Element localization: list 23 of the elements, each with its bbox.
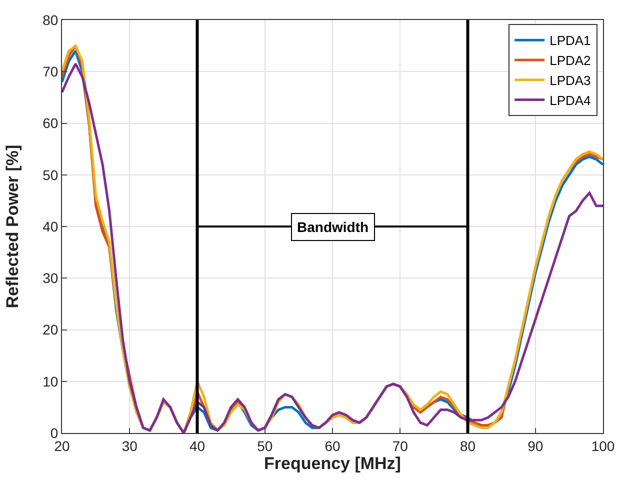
x-tick-label: 90 — [528, 438, 544, 454]
legend-label: LPDA3 — [550, 72, 591, 88]
x-tick-label: 100 — [591, 438, 615, 454]
y-axis-title: Reflected Power [%] — [3, 144, 22, 308]
legend-label: LPDA1 — [550, 33, 591, 48]
y-tick-label: 10 — [42, 373, 58, 390]
x-tick-label: 80 — [460, 438, 476, 454]
y-tick-label: 50 — [42, 166, 58, 183]
y-tick-label: 60 — [42, 115, 58, 132]
x-axis-title: Frequency [MHz] — [264, 454, 401, 474]
x-tick-label: 60 — [324, 438, 340, 454]
legend-label: LPDA2 — [550, 53, 591, 68]
x-tick-label: 50 — [257, 438, 273, 454]
y-tick-label: 30 — [42, 270, 58, 286]
legend-label: LPDA4 — [550, 92, 591, 108]
x-tick-label: 30 — [122, 438, 138, 454]
y-tick-label: 20 — [42, 322, 58, 338]
x-tick-label: 40 — [189, 438, 206, 454]
y-tick-label: 80 — [42, 12, 58, 28]
y-tick-label: 70 — [42, 64, 58, 80]
y-tick-label: 40 — [42, 218, 58, 234]
annotation: Bandwidth — [297, 219, 369, 235]
x-tick-label: 70 — [392, 438, 408, 454]
